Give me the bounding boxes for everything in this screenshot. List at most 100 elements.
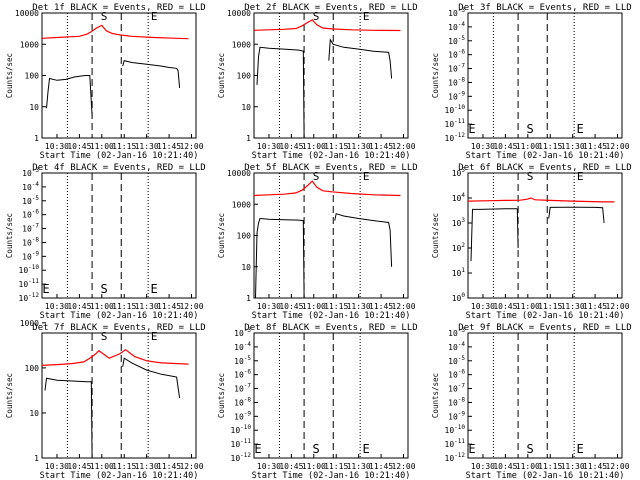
plot-frame: [467, 332, 623, 459]
end-marker-label: E: [151, 10, 158, 23]
events-series-line: [46, 75, 93, 117]
y-tick-label: 10-3: [448, 327, 465, 338]
x-tick-label: 12:00: [179, 302, 203, 311]
x-tick-label: 12:00: [391, 142, 415, 151]
x-axis-label: Start Time (02-Jan-16 10:21:40): [252, 151, 411, 161]
y-axis-label: Counts/sec: [431, 53, 440, 98]
x-tick-label: 11:00: [90, 302, 114, 311]
y-tick-label: 10-5: [234, 355, 251, 366]
x-tick-label: 10:45: [493, 462, 517, 471]
y-tick-label: 10-12: [445, 132, 466, 143]
y-tick-label: 1: [246, 134, 251, 143]
x-tick-label: 11:30: [135, 302, 159, 311]
y-tick-label: 103: [452, 217, 466, 228]
y-axis-label: Counts/sec: [431, 373, 440, 418]
x-tick-label: 11:30: [561, 142, 585, 151]
y-tick-label: 100: [25, 72, 40, 81]
x-tick-label: 11:30: [347, 462, 371, 471]
y-tick-label: 10-12: [19, 292, 40, 303]
y-tick-label: 10-8: [448, 396, 465, 407]
start-marker-label: S: [526, 442, 533, 456]
y-tick-label: 10-4: [234, 341, 251, 352]
panel-det9: Det 9f BLACK = Events, RED = LLD 10:3010:…: [431, 323, 632, 480]
y-tick-label: 10-7: [448, 383, 465, 394]
start-marker-label: S: [101, 10, 108, 23]
panel-title: Det 2f BLACK = Events, RED = LLD: [244, 3, 417, 13]
plot-frame: [41, 12, 197, 139]
x-axis-label: Start Time (02-Jan-16 10:21:40): [40, 311, 199, 321]
start-marker-label: S: [312, 442, 319, 456]
panel-det7: Det 7f BLACK = Events, RED = LLD 10:3010:…: [5, 319, 206, 480]
x-tick-label: 11:00: [302, 302, 326, 311]
x-axis-label: Start Time (02-Jan-16 10:21:40): [466, 151, 625, 161]
y-tick-label: 10-4: [448, 21, 465, 32]
y-tick-label: 10-7: [234, 383, 251, 394]
y-tick-label: 10-4: [22, 181, 39, 192]
y-tick-label: 10-3: [22, 167, 39, 178]
x-tick-label: 11:15: [324, 302, 348, 311]
lld-series-line: [253, 180, 401, 197]
x-tick-label: 10:45: [67, 142, 91, 151]
x-tick-label: 11:30: [347, 302, 371, 311]
x-tick-label: 10:30: [257, 302, 281, 311]
events-series-line: [44, 377, 93, 459]
y-tick-label: 10-12: [231, 452, 252, 463]
y-tick-label: 10-8: [22, 236, 39, 247]
y-tick-label: 10-3: [448, 7, 465, 18]
y-tick-label: 100: [237, 72, 252, 81]
x-tick-label: 12:00: [391, 462, 415, 471]
x-tick-label: 12:00: [605, 462, 629, 471]
end-marker-label-left: E: [468, 442, 475, 456]
y-axis-label: Counts/sec: [5, 213, 14, 258]
end-marker-label-left: E: [254, 442, 261, 456]
x-tick-label: 11:45: [157, 462, 181, 471]
x-tick-label: 11:30: [347, 142, 371, 151]
y-tick-label: 10-9: [234, 410, 251, 421]
y-tick-label: 10-3: [234, 327, 251, 338]
start-marker-label: S: [100, 282, 107, 296]
y-tick-label: 10-9: [448, 410, 465, 421]
y-tick-label: 10-12: [445, 452, 466, 463]
x-tick-label: 10:45: [493, 302, 517, 311]
y-tick-label: 10-9: [22, 250, 39, 261]
x-tick-label: 11:45: [369, 462, 393, 471]
x-tick-label: 11:30: [135, 142, 159, 151]
panel-det4: Det 4f BLACK = Events, RED = LLD 10:3010:…: [5, 163, 206, 321]
lld-series-line: [41, 348, 189, 366]
x-tick-label: 12:00: [391, 302, 415, 311]
end-marker-label: E: [577, 442, 584, 456]
start-marker-label: S: [527, 170, 534, 183]
x-tick-label: 11:00: [516, 462, 540, 471]
y-tick-label: 1000: [20, 40, 39, 49]
end-marker-label-left: E: [468, 122, 475, 136]
x-tick-label: 10:45: [279, 462, 303, 471]
x-tick-label: 11:30: [561, 462, 585, 471]
x-tick-label: 11:15: [112, 302, 136, 311]
end-marker-label: E: [577, 170, 584, 183]
events-series-line-2: [328, 38, 393, 79]
panel-title: Det 5f BLACK = Events, RED = LLD: [244, 163, 417, 173]
events-series-line: [256, 46, 305, 139]
y-tick-label: 10-6: [234, 369, 251, 380]
events-series-line: [470, 208, 519, 262]
y-tick-label: 105: [452, 167, 466, 178]
x-tick-label: 11:00: [90, 462, 114, 471]
start-marker-label: S: [101, 330, 108, 343]
y-tick-label: 100: [237, 232, 252, 241]
y-tick-label: 10-5: [22, 195, 39, 206]
y-tick-label: 1000: [232, 40, 251, 49]
y-tick-label: 10-11: [445, 438, 466, 449]
y-tick-label: 102: [452, 242, 466, 253]
plot-frame: [467, 12, 623, 139]
end-marker-label: E: [363, 10, 370, 23]
y-tick-label: 1000: [232, 200, 251, 209]
x-tick-label: 11:00: [302, 462, 326, 471]
y-axis-label: Counts/sec: [217, 53, 226, 98]
x-tick-label: 10:45: [279, 302, 303, 311]
x-tick-label: 10:45: [493, 142, 517, 151]
x-tick-label: 11:30: [561, 302, 585, 311]
y-axis-label: Counts/sec: [431, 213, 440, 258]
events-series-line-2: [334, 213, 393, 267]
y-tick-label: 10-8: [234, 396, 251, 407]
